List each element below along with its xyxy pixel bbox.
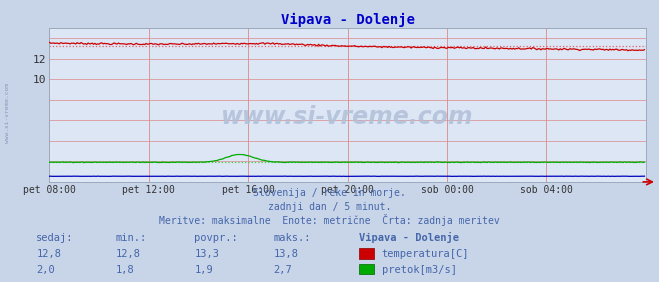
Text: maks.:: maks.: xyxy=(273,233,311,243)
Text: pretok[m3/s]: pretok[m3/s] xyxy=(382,265,457,275)
Text: Meritve: maksimalne  Enote: metrične  Črta: zadnja meritev: Meritve: maksimalne Enote: metrične Črta… xyxy=(159,214,500,226)
Text: temperatura[C]: temperatura[C] xyxy=(382,249,469,259)
Text: zadnji dan / 5 minut.: zadnji dan / 5 minut. xyxy=(268,202,391,212)
Title: Vipava - Dolenje: Vipava - Dolenje xyxy=(281,13,415,27)
Text: 13,3: 13,3 xyxy=(194,249,219,259)
Text: 12,8: 12,8 xyxy=(36,249,61,259)
Text: 1,8: 1,8 xyxy=(115,265,134,275)
Text: www.si-vreme.com: www.si-vreme.com xyxy=(221,105,474,129)
Text: sedaj:: sedaj: xyxy=(36,233,74,243)
Text: Slovenija / reke in morje.: Slovenija / reke in morje. xyxy=(253,188,406,198)
Text: min.:: min.: xyxy=(115,233,146,243)
Text: 13,8: 13,8 xyxy=(273,249,299,259)
Text: 1,9: 1,9 xyxy=(194,265,213,275)
Text: www.si-vreme.com: www.si-vreme.com xyxy=(5,83,11,143)
Text: 2,0: 2,0 xyxy=(36,265,55,275)
Text: Vipava - Dolenje: Vipava - Dolenje xyxy=(359,232,459,243)
Text: 12,8: 12,8 xyxy=(115,249,140,259)
Text: povpr.:: povpr.: xyxy=(194,233,238,243)
Text: 2,7: 2,7 xyxy=(273,265,292,275)
